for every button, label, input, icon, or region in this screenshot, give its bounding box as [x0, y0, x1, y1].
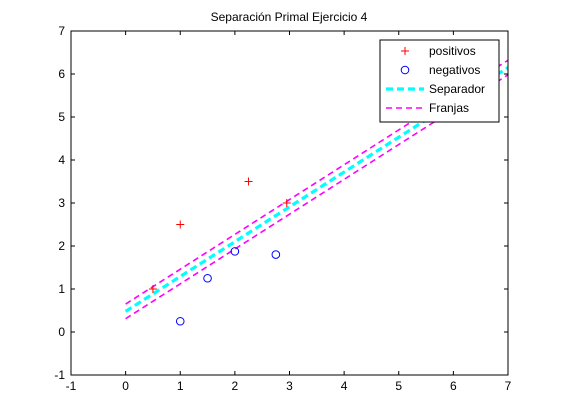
legend-label: Franjas: [429, 101, 469, 115]
legend-swatch-plus: [401, 47, 409, 55]
point-negativos-0: [175, 316, 185, 326]
y-tick-label: 7: [58, 24, 65, 38]
point-negativos-3: [271, 250, 281, 259]
x-tick-label: 3: [286, 379, 293, 393]
x-tick-label: 7: [505, 379, 512, 393]
series-line-franjas-4: [125, 74, 508, 320]
y-tick-label: 3: [58, 196, 65, 210]
x-tick-label: 0: [122, 379, 129, 393]
legend-label: Separador: [429, 82, 485, 96]
point-positivos-0: [148, 285, 157, 293]
point-negativos-1: [203, 273, 212, 283]
legend-label: positivos: [429, 44, 476, 58]
chart-title: Separación Primal Ejercicio 4: [211, 10, 368, 24]
legend-label: negativos: [429, 63, 480, 77]
legend: positivos negativos Separador Franjas: [379, 39, 500, 123]
y-tick-label: -1: [54, 368, 65, 382]
x-tick-label: 4: [341, 379, 348, 393]
y-tick-label: 4: [58, 153, 65, 167]
y-tick-label: 2: [58, 239, 65, 253]
point-positivos-2: [244, 177, 253, 186]
x-tick-label: 6: [450, 379, 457, 393]
y-tick-label: 6: [58, 67, 65, 81]
x-tick-label: 2: [232, 379, 239, 393]
x-tick-label: 1: [177, 379, 184, 393]
point-positivos-3: [282, 199, 291, 207]
series-line-franjas-3: [125, 59, 508, 305]
y-tick-label: 0: [58, 325, 65, 339]
x-tick-label: 5: [395, 379, 402, 393]
x-tick-label: -1: [66, 379, 77, 393]
y-tick-label: 5: [58, 110, 65, 124]
y-tick-label: 1: [58, 282, 65, 296]
point-negativos-2: [230, 247, 240, 256]
tick-layer: -1 0 1 2 3 4 5 6 7 -1 0 1 2 3 4 5 6 7: [54, 24, 511, 393]
legend-swatch-circle: [400, 65, 410, 75]
point-positivos-1: [176, 220, 185, 229]
